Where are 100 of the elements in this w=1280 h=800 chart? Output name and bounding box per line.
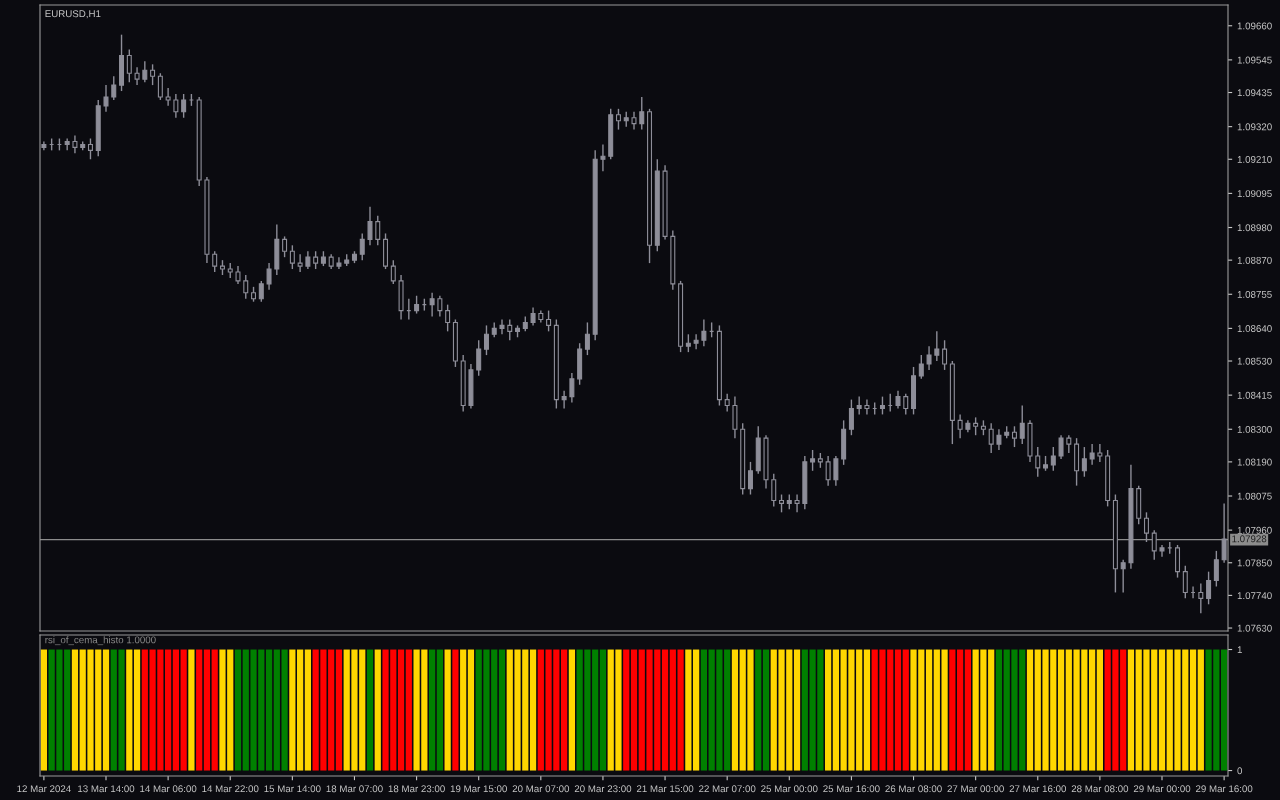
candlestick — [918, 354, 924, 380]
candlestick — [848, 398, 854, 436]
chart-title: rsi_of_cema_histo 1.0000 — [45, 636, 156, 646]
x-tick-label: 25 Mar 16:00 — [823, 785, 880, 793]
candlestick — [810, 449, 816, 472]
candlestick — [282, 235, 288, 258]
candlestick — [483, 324, 489, 356]
candlestick — [1019, 404, 1025, 445]
y-tick-label: 1.07740 — [1237, 592, 1272, 600]
y-tick-label: 0 — [1237, 767, 1243, 775]
y-tick-label: 1.07630 — [1237, 624, 1272, 632]
candlestick — [87, 137, 93, 160]
candlestick — [507, 318, 513, 341]
y-tick-label: 1.09435 — [1237, 89, 1272, 97]
candlestick — [1035, 446, 1041, 478]
candlestick — [1081, 446, 1087, 478]
candlestick — [367, 206, 373, 247]
y-tick-label: 1.07850 — [1237, 559, 1272, 567]
x-tick-label: 21 Mar 15:00 — [636, 785, 694, 793]
y-tick-label: 1 — [1237, 646, 1242, 654]
candlestick — [615, 108, 621, 131]
candlestick — [1151, 529, 1157, 561]
candlestick — [903, 392, 909, 416]
candlestick — [390, 259, 396, 285]
y-tick-label: 1.08075 — [1237, 492, 1272, 500]
candlestick — [584, 321, 590, 356]
candlestick — [243, 274, 249, 300]
candlestick — [732, 395, 738, 439]
y-tick-label: 1.09210 — [1237, 156, 1272, 163]
x-tick-label: 12 Mar 2024 — [17, 785, 71, 793]
y-tick-label: 1.09095 — [1237, 190, 1272, 198]
x-tick-label: 18 Mar 23:00 — [388, 785, 445, 793]
candlestick — [181, 93, 187, 119]
candlestick — [546, 309, 552, 333]
candlestick — [771, 473, 777, 508]
candlestick — [833, 455, 839, 487]
candlestick — [701, 318, 707, 347]
x-tick-label: 20 Mar 23:00 — [574, 785, 632, 793]
candlestick — [212, 250, 218, 273]
candlestick — [165, 87, 171, 107]
candlestick — [142, 60, 148, 83]
y-tick-label: 1.09660 — [1237, 22, 1272, 30]
x-tick-label: 18 Mar 07:00 — [326, 785, 383, 793]
candlestick — [103, 84, 109, 113]
ref-line-label: 1.07928 — [1232, 535, 1267, 543]
x-tick-label: 14 Mar 06:00 — [140, 785, 197, 793]
candlestick — [1206, 570, 1212, 605]
y-tick-label: 1.09545 — [1237, 56, 1272, 64]
candlestick — [150, 63, 156, 86]
candlestick — [942, 339, 948, 371]
x-tick-label: 29 Mar 16:00 — [1195, 785, 1253, 793]
candlestick — [499, 318, 505, 336]
x-tick-label: 19 Mar 15:00 — [450, 785, 507, 793]
candlestick — [437, 295, 443, 318]
candlestick — [429, 292, 435, 318]
candlestick — [794, 493, 800, 514]
candlestick — [825, 455, 831, 487]
candlestick — [1011, 425, 1017, 448]
candlestick — [1050, 446, 1056, 472]
candlestick — [1213, 550, 1219, 588]
candlestick — [988, 422, 994, 454]
y-tick-label: 1.08300 — [1237, 425, 1272, 433]
candlestick — [1097, 443, 1103, 463]
candlestick — [996, 428, 1002, 451]
candlestick — [359, 232, 365, 261]
candlestick — [289, 244, 295, 270]
chart-title: EURUSD,H1 — [45, 10, 101, 19]
candlestick — [111, 75, 117, 101]
candlestick — [856, 395, 862, 416]
y-tick-label: 1.08980 — [1237, 224, 1272, 232]
y-tick-label: 1.09320 — [1237, 123, 1272, 131]
candlestick — [1120, 559, 1126, 594]
candlestick — [600, 143, 606, 172]
x-tick-label: 15 Mar 14:00 — [264, 785, 321, 793]
candlestick — [864, 398, 870, 416]
candlestick — [1058, 434, 1064, 460]
candlestick — [1198, 582, 1204, 614]
x-tick-label: 29 Mar 00:00 — [1133, 785, 1191, 793]
candlestick — [297, 253, 303, 273]
y-tick-label: 1.08640 — [1237, 325, 1272, 332]
candlestick — [157, 72, 163, 101]
y-tick-label: 1.08755 — [1237, 291, 1272, 298]
candlestick — [639, 96, 645, 131]
x-tick-label: 25 Mar 00:00 — [761, 785, 818, 793]
x-tick-label: 13 Mar 14:00 — [78, 785, 135, 793]
candlestick — [445, 303, 451, 333]
candlestick — [375, 214, 381, 247]
candlestick — [476, 339, 482, 377]
candlestick — [258, 280, 264, 303]
x-tick-label: 27 Mar 16:00 — [1009, 785, 1067, 793]
candlestick — [1175, 544, 1181, 579]
candlestick — [747, 461, 753, 496]
candlestick — [1182, 565, 1188, 600]
candlestick — [1143, 511, 1149, 543]
x-tick-label: 27 Mar 00:00 — [947, 785, 1004, 793]
y-tick-label: 1.08870 — [1237, 256, 1272, 264]
candlestick — [126, 48, 132, 83]
candlestick — [957, 413, 963, 439]
y-tick-label: 1.08415 — [1237, 391, 1272, 399]
x-tick-label: 14 Mar 22:00 — [202, 785, 259, 793]
